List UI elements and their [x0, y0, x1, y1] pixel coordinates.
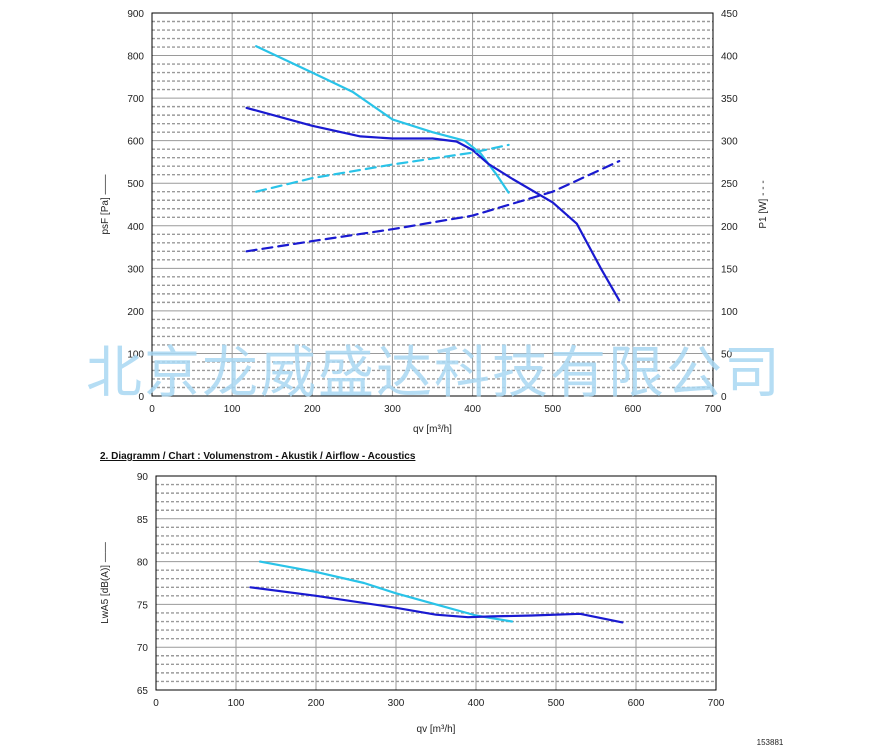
footer-reference-number: 153881 [757, 738, 784, 747]
y2-tick-label: 450 [721, 9, 738, 20]
chart-1-y-axis-label: psF [Pa] —— [100, 174, 111, 234]
y2-tick-label: 100 [721, 307, 738, 318]
y2-tick-label: 300 [721, 137, 738, 148]
x-tick-label: 700 [705, 404, 722, 415]
series-line-1 [258, 560, 514, 623]
x-tick-label: 600 [628, 698, 645, 709]
x-tick-label: 200 [304, 404, 321, 415]
y-tick-label: 700 [127, 94, 144, 105]
y2-tick-label: 250 [721, 179, 738, 190]
y-tick-label: 200 [127, 307, 144, 318]
y-tick-label: 500 [127, 179, 144, 190]
x-tick-label: 100 [228, 698, 245, 709]
y-tick-label: 70 [137, 643, 149, 654]
y-tick-label: 400 [127, 222, 144, 233]
chart-1-y2-ticks: 0 50 100 150 200 250 300 350 400 450 [721, 9, 738, 403]
x-tick-label: 400 [464, 404, 481, 415]
chart-1-y-ticks: 0 100 200 300 400 500 600 700 800 900 [127, 9, 144, 403]
y2-tick-label: 200 [721, 222, 738, 233]
series-line-1 [255, 45, 510, 194]
y-tick-label: 300 [127, 264, 144, 275]
x-tick-label: 500 [548, 698, 565, 709]
y2-tick-label: 350 [721, 94, 738, 105]
chart-1-frame [151, 12, 714, 397]
series-line-2 [245, 106, 621, 302]
y-tick-label: 85 [137, 515, 149, 526]
y2-tick-label: 400 [721, 52, 738, 63]
series-line-3 [255, 143, 510, 193]
x-tick-label: 0 [149, 404, 155, 415]
y-tick-label: 100 [127, 349, 144, 360]
y-tick-label: 65 [137, 686, 149, 697]
chart-1-series [245, 45, 621, 302]
y-tick-label: 800 [127, 52, 144, 63]
chart-1-y2-axis-label: P1 [W] - - - [758, 180, 769, 228]
x-tick-label: 300 [388, 698, 405, 709]
x-tick-label: 0 [153, 698, 159, 709]
chart-2-y-ticks: 65 70 75 80 85 90 [137, 472, 149, 697]
y-tick-label: 90 [137, 472, 149, 483]
x-tick-label: 200 [308, 698, 325, 709]
y-tick-label: 75 [137, 600, 149, 611]
chart-1-x-ticks: 0 100 200 300 400 500 600 700 [149, 404, 722, 415]
y-tick-label: 900 [127, 9, 144, 20]
chart-2-y-axis-label: LwA5 [dB(A)] —— [100, 542, 111, 624]
chart-1-pressure-power: 0 100 200 300 400 500 600 700 01002003004005006… [100, 9, 769, 435]
chart-2-acoustics: 0 100 200 300 400 500 600 700 65 70 75 80 85 90 qv [… [100, 472, 725, 735]
y-tick-label: 80 [137, 558, 149, 569]
chart-1-x-axis-label: qv [m³/h] [413, 424, 452, 435]
chart-2-x-ticks: 0 100 200 300 400 500 600 700 [153, 698, 725, 709]
chart-2-frame [155, 475, 717, 691]
y-tick-label: 600 [127, 137, 144, 148]
x-tick-label: 400 [468, 698, 485, 709]
watermark-text: 北京龙威盛达科技有限公司 [86, 341, 782, 406]
chart-2-series [249, 560, 624, 624]
series-line-2 [249, 586, 624, 624]
series-line-4 [245, 160, 621, 253]
y2-tick-label: 150 [721, 264, 738, 275]
chart-2-title: 2. Diagramm / Chart : Volumenstrom - Aku… [100, 451, 416, 462]
y2-tick-label: 50 [721, 349, 733, 360]
x-tick-label: 500 [544, 404, 561, 415]
chart-1-grid [152, 13, 713, 396]
chart-2-grid [156, 476, 716, 690]
x-tick-label: 600 [625, 404, 642, 415]
x-tick-label: 300 [384, 404, 401, 415]
x-tick-label: 700 [708, 698, 725, 709]
chart-2-x-axis-label: qv [m³/h] [417, 724, 456, 735]
y2-tick-label: 0 [721, 392, 727, 403]
y-tick-label: 0 [138, 392, 144, 403]
x-tick-label: 100 [224, 404, 241, 415]
